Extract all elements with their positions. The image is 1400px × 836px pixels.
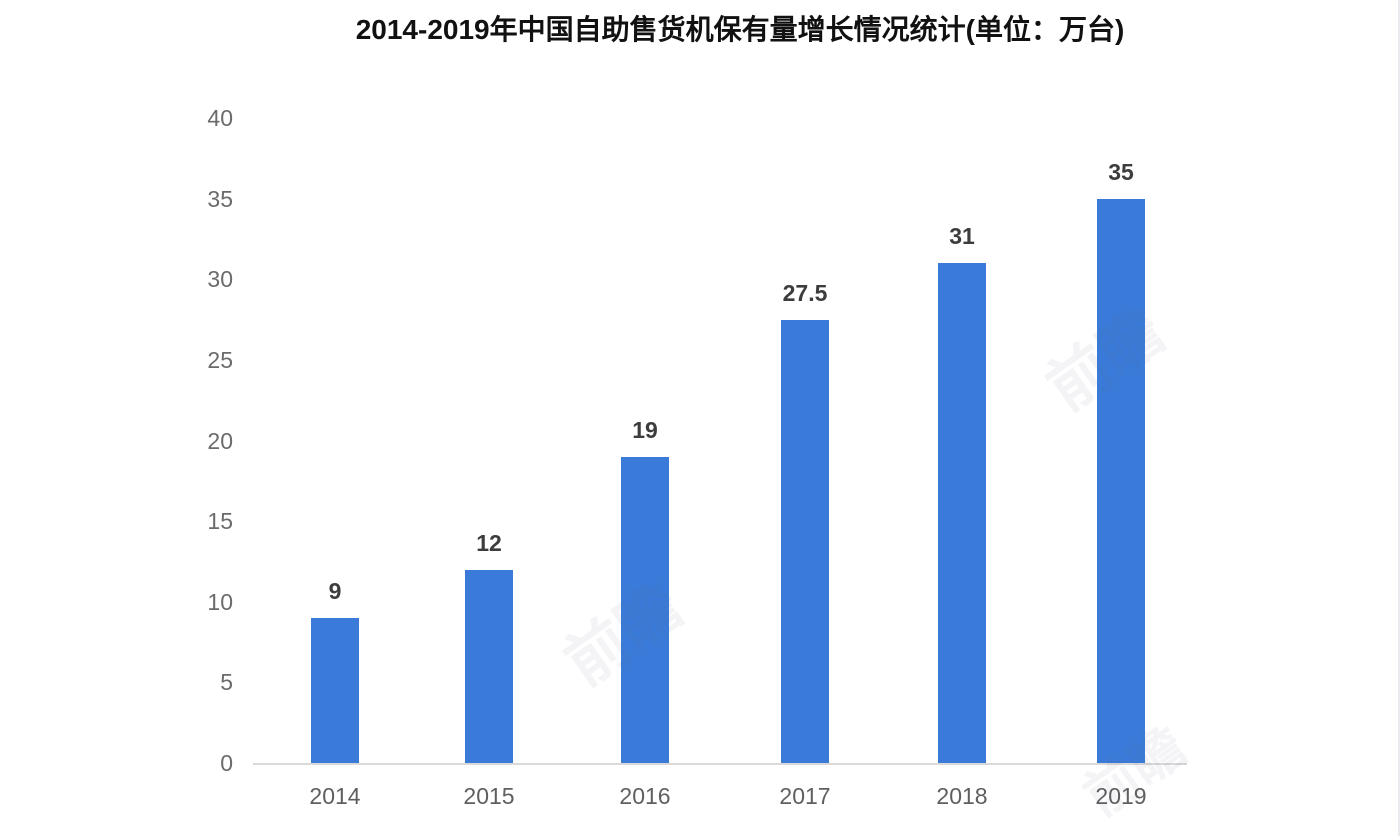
bar-value-label: 19 — [632, 416, 658, 443]
y-axis-tick-label: 25 — [207, 346, 233, 373]
y-axis-tick-label: 20 — [207, 427, 233, 454]
bar-value-label: 9 — [328, 577, 342, 604]
bar-value-label: 31 — [949, 223, 975, 250]
bar-2014 — [311, 617, 359, 763]
x-axis-tick-label: 2016 — [619, 783, 671, 809]
bar-value-label: 35 — [1108, 158, 1134, 185]
y-axis-tick-label: 35 — [207, 185, 233, 212]
x-axis-tick-label: 2014 — [309, 783, 361, 809]
bar-2019 — [1097, 198, 1145, 763]
plot-area: 0 5 10 15 20 25 30 35 40 9 2014 12 2015 19 2016 27.5 201… — [207, 105, 1187, 809]
y-axis-tick-label: 10 — [207, 588, 233, 615]
y-axis-tick-label: 15 — [207, 508, 233, 535]
x-axis-tick-label: 2015 — [463, 783, 515, 809]
x-axis-tick-label: 2018 — [936, 783, 988, 809]
bar-2017 — [781, 319, 829, 763]
bar-value-label: 12 — [476, 529, 502, 556]
x-axis-tick-label: 2017 — [779, 783, 831, 809]
bar-value-label: 27.5 — [782, 279, 828, 306]
y-axis-tick-label: 5 — [220, 669, 233, 696]
y-axis-tick-label: 40 — [207, 105, 233, 131]
bar-2016 — [621, 456, 669, 763]
bar-2015 — [465, 569, 513, 763]
chart-title: 2014-2019年中国自助售货机保有量增长情况统计(单位：万台) — [355, 14, 1125, 45]
bar-2018 — [938, 263, 986, 763]
y-axis-tick-label: 0 — [220, 750, 233, 776]
y-axis-tick-label: 30 — [207, 266, 233, 293]
x-axis-tick-label: 2019 — [1095, 783, 1147, 809]
